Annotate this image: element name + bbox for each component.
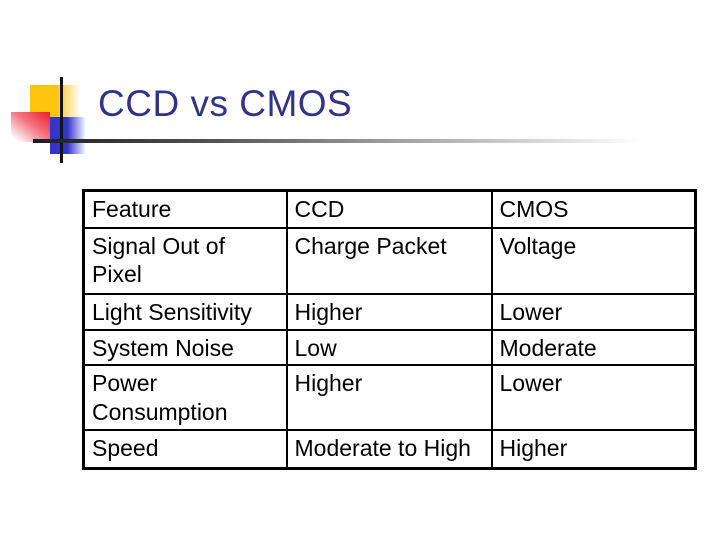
table-row: Light Sensitivity Higher Lower — [82, 292, 697, 331]
cell-ccd: Moderate to High — [285, 429, 493, 470]
cell-feature: Light Sensitivity — [82, 292, 288, 331]
cell-cmos: Voltage — [490, 226, 697, 295]
column-header-cmos: CMOS — [490, 189, 697, 229]
title-divider-line — [33, 139, 658, 143]
cell-feature: Power Consumption — [82, 364, 288, 432]
decor-blue-square — [50, 117, 86, 154]
table-header-row: Feature CCD CMOS — [82, 189, 697, 229]
column-header-feature: Feature — [82, 189, 288, 229]
cell-ccd: Higher — [285, 292, 493, 331]
cell-ccd: Charge Packet — [285, 226, 493, 295]
decor-yellow-square — [30, 85, 80, 117]
cell-cmos: Higher — [490, 429, 697, 470]
slide-title: CCD vs CMOS — [98, 83, 353, 124]
table-row: System Noise Low Moderate — [82, 328, 697, 367]
cell-feature: System Noise — [82, 328, 288, 367]
comparison-table: Feature CCD CMOS Signal Out of Pixel Cha… — [82, 189, 697, 470]
cell-cmos: Lower — [490, 292, 697, 331]
table-row: Signal Out of Pixel Charge Packet Voltag… — [82, 226, 697, 295]
cell-ccd: Higher — [285, 364, 493, 432]
cell-feature: Speed — [82, 429, 288, 470]
cell-ccd: Low — [285, 328, 493, 367]
table-row: Speed Moderate to High Higher — [82, 429, 697, 470]
decor-red-square — [11, 112, 50, 142]
table-row: Power Consumption Higher Lower — [82, 364, 697, 432]
cell-cmos: Moderate — [490, 328, 697, 367]
cell-feature: Signal Out of Pixel — [82, 226, 288, 295]
column-header-ccd: CCD — [285, 189, 493, 229]
cell-cmos: Lower — [490, 364, 697, 432]
decor-vertical-line — [60, 77, 63, 163]
